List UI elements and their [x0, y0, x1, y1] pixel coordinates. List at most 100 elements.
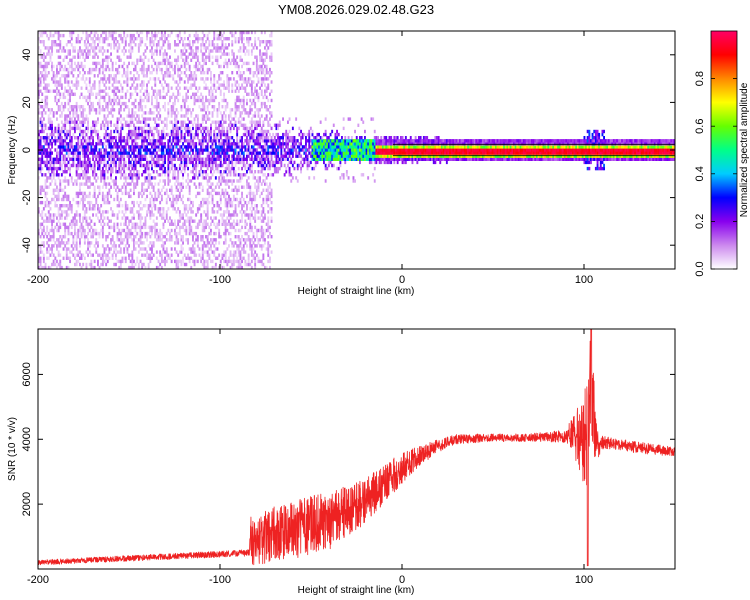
spectrogram-cell — [42, 77, 45, 81]
spectrogram-cell — [60, 197, 63, 202]
spectrogram-cell — [165, 253, 168, 257]
spectrogram-cell — [183, 163, 186, 168]
spectrogram-cell — [64, 244, 67, 248]
spectrogram-cell — [237, 64, 240, 69]
spectrogram-cell — [62, 204, 65, 208]
spectrogram-cell — [195, 166, 198, 171]
spectrogram-cell — [129, 55, 132, 59]
spectrogram-cell — [111, 77, 114, 81]
spectrogram-cell — [252, 197, 255, 202]
spectrogram-cell — [88, 250, 91, 254]
spectrogram-cell — [42, 136, 45, 140]
spectrogram-cell — [88, 176, 91, 180]
spectrogram-cell — [172, 92, 175, 96]
spectrogram-cell — [59, 225, 62, 230]
spectrogram-cell — [90, 235, 93, 239]
spectrogram-cell — [142, 61, 145, 66]
spectrogram-cell — [198, 151, 201, 155]
spectrogram-cell — [46, 219, 49, 223]
spectrogram-cell — [110, 247, 112, 251]
spectrogram-cell — [126, 182, 129, 186]
spectrogram-cell — [223, 176, 225, 180]
spectrogram-cell — [110, 43, 112, 47]
spectrogram-cell — [231, 200, 234, 205]
spectrogram-cell — [75, 120, 78, 124]
spectrogram-cell — [180, 163, 183, 168]
spectrogram-cell — [62, 46, 65, 50]
spectrogram-cell — [203, 61, 206, 66]
spectrogram-cell — [219, 160, 222, 165]
spectrogram-cell — [218, 49, 221, 53]
spectrogram-cell — [52, 163, 55, 168]
spectrogram-cell — [47, 231, 50, 236]
spectrogram-cell — [69, 200, 71, 205]
spectrogram-cell — [195, 123, 198, 127]
spectrogram-cell — [208, 160, 211, 165]
spectrogram-cell — [141, 185, 144, 189]
spectrogram-cell — [151, 247, 153, 251]
spectrogram-cell — [221, 114, 224, 118]
spectrogram-cell — [214, 247, 217, 251]
spectrogram-cell — [67, 256, 70, 260]
spectrogram-cell — [142, 71, 145, 75]
spectrogram-cell — [54, 166, 57, 171]
spectrogram-cell — [193, 74, 196, 78]
spectrogram-cell — [224, 136, 227, 140]
spectrogram-cell — [85, 222, 88, 226]
spectrogram-cell — [149, 43, 152, 47]
spectrogram-cell — [214, 142, 217, 146]
spectrogram-cell — [149, 142, 152, 146]
spectrogram-cell — [93, 108, 96, 112]
spectrogram-cell — [242, 173, 245, 177]
spectrogram-cell — [152, 176, 155, 180]
spectrogram-cell — [87, 222, 89, 226]
spectrogram-cell — [228, 77, 230, 81]
spectrogram-cell — [254, 139, 257, 143]
spectrogram-cell — [229, 61, 232, 66]
spectrogram-cell — [133, 37, 135, 41]
spectrogram-cell — [121, 210, 124, 214]
spectrogram-cell — [208, 132, 211, 137]
spectrogram-cell — [144, 111, 147, 115]
spectrogram-cell — [134, 129, 137, 134]
spectrogram-cell — [241, 74, 243, 78]
spectrogram-cell — [83, 49, 86, 53]
spectrogram-cell — [152, 142, 155, 146]
spectrogram-cell — [206, 191, 209, 196]
spectrogram-cell — [201, 253, 204, 257]
spectrogram-cell — [67, 132, 70, 137]
spectrogram-cell — [69, 126, 71, 131]
spectrogram-cell — [249, 238, 252, 242]
spectrogram-cell — [52, 129, 55, 134]
spectrogram-cell — [57, 154, 60, 158]
spectrogram-cell — [211, 49, 214, 53]
spectrogram-cell — [175, 123, 178, 127]
spectrogram-cell — [224, 86, 227, 90]
spectrogram-cell — [221, 176, 224, 180]
spectrogram-cell — [116, 204, 119, 208]
spectrogram-cell — [242, 108, 245, 112]
spectrogram-cell — [154, 95, 157, 100]
spectrogram-cell — [136, 37, 139, 41]
spectrogram-cell — [113, 151, 116, 155]
spectrogram-cell — [182, 95, 184, 100]
spectrogram-cell — [98, 210, 101, 214]
spectrogram-cell — [234, 30, 237, 35]
spectrogram-cell — [155, 105, 158, 109]
spectrogram-cell — [118, 71, 121, 75]
spectrogram-cell — [65, 136, 68, 140]
spectrogram-cell — [200, 157, 203, 161]
spectrogram-cell — [141, 136, 144, 140]
spectrogram-cell — [116, 71, 119, 75]
spectrogram-cell — [231, 179, 234, 183]
spectrogram-cell — [193, 33, 196, 38]
spectrogram-cell — [174, 207, 176, 211]
spectrogram-cell — [136, 30, 139, 35]
spectrogram-cell — [90, 30, 93, 35]
spectrogram-cell — [108, 219, 111, 223]
spectrogram-cell — [257, 142, 260, 146]
spectrogram-cell — [100, 176, 103, 180]
spectrogram-cell — [249, 228, 252, 233]
spectrogram-cell — [201, 222, 204, 226]
spectrogram-cell — [46, 136, 49, 140]
